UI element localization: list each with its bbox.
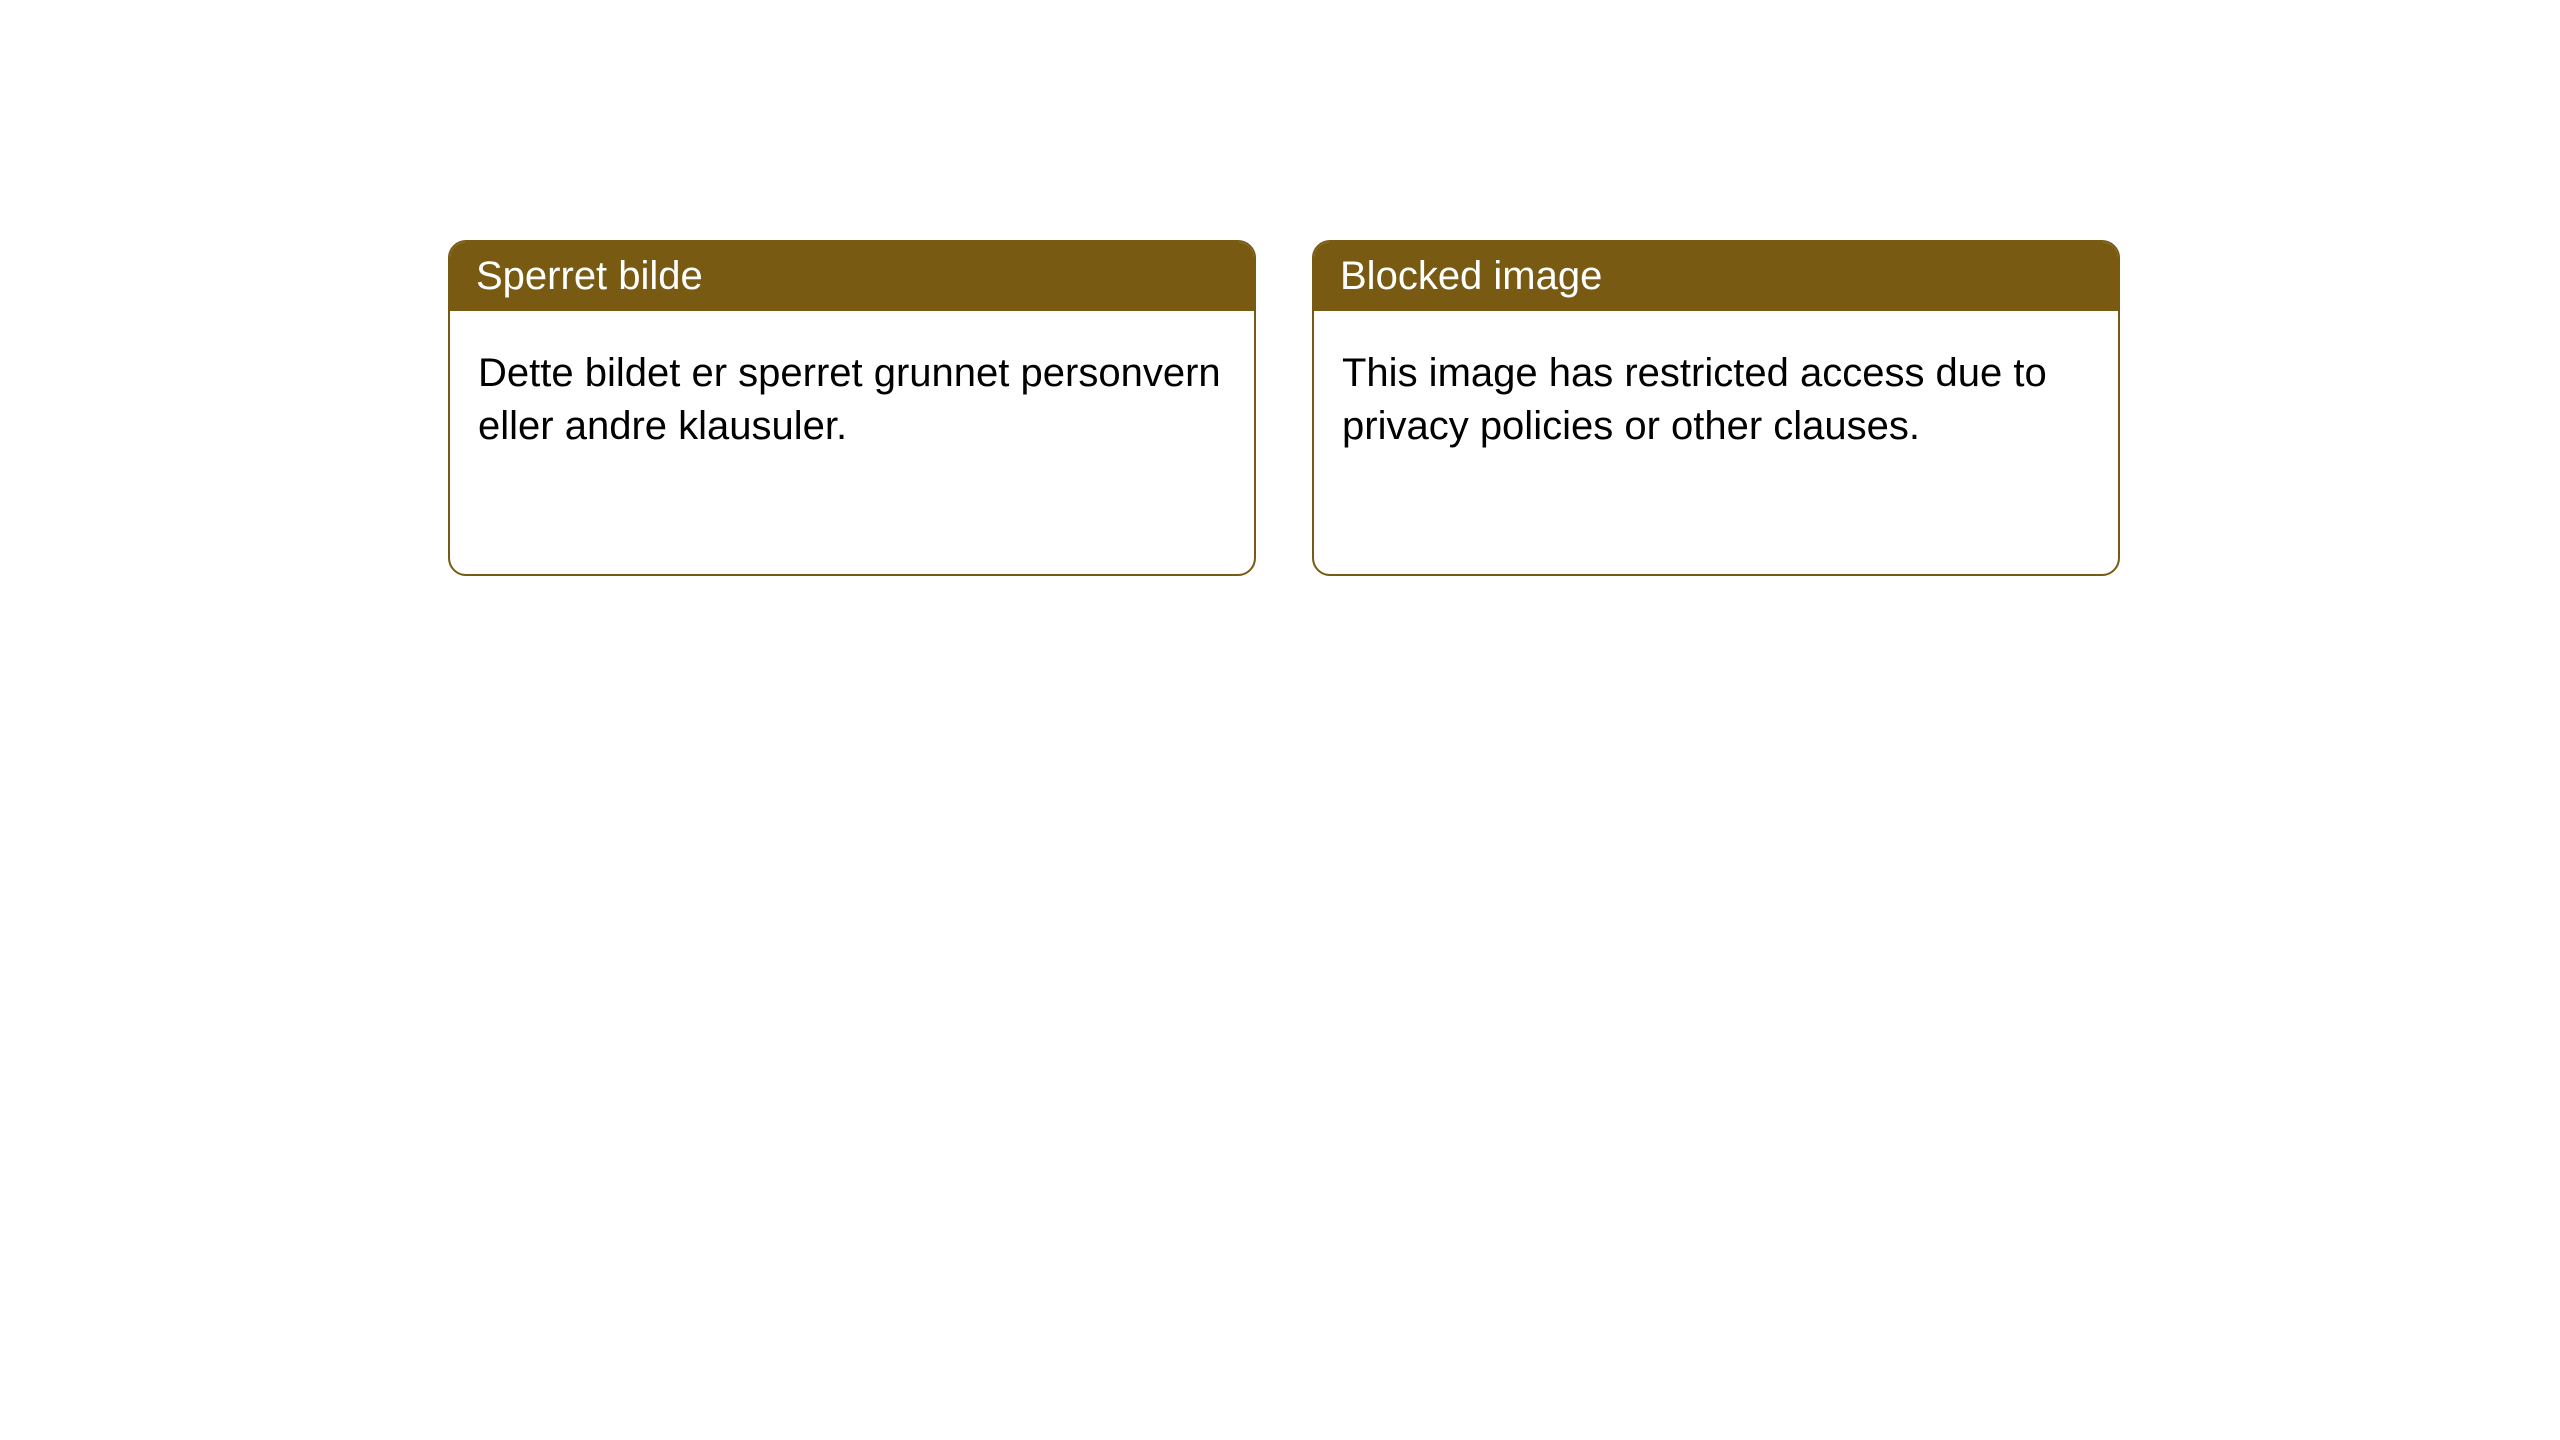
notice-container: Sperret bilde Dette bildet er sperret gr…	[0, 0, 2560, 576]
notice-header: Sperret bilde	[450, 242, 1254, 311]
notice-card-norwegian: Sperret bilde Dette bildet er sperret gr…	[448, 240, 1256, 576]
notice-card-english: Blocked image This image has restricted …	[1312, 240, 2120, 576]
notice-header: Blocked image	[1314, 242, 2118, 311]
notice-body: Dette bildet er sperret grunnet personve…	[450, 311, 1254, 489]
notice-body: This image has restricted access due to …	[1314, 311, 2118, 489]
